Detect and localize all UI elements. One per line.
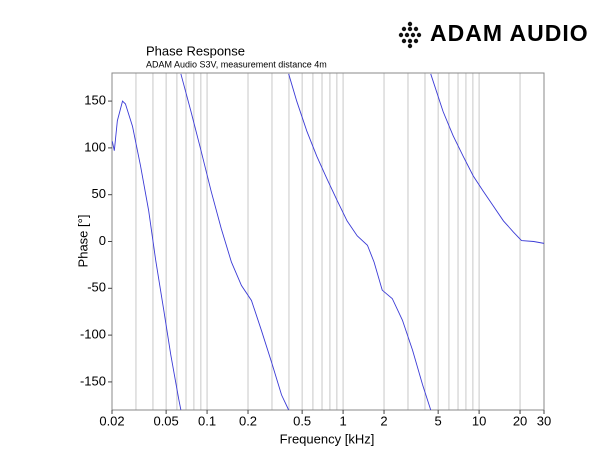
chart-title: Phase Response [146, 43, 245, 58]
y-tick-label: -50 [87, 280, 106, 295]
x-tick-label: 2 [380, 413, 387, 428]
x-tick-label: 0.02 [99, 413, 124, 428]
x-tick-label: 0.5 [293, 413, 311, 428]
y-tick-label: -100 [80, 327, 106, 342]
y-tick-label: -150 [80, 373, 106, 388]
y-axis-label: Phase [°] [75, 215, 90, 268]
x-axis-label: Frequency [kHz] [280, 431, 375, 446]
x-tick-label: 30 [537, 413, 551, 428]
x-tick-label: 1 [339, 413, 346, 428]
phase-line [111, 73, 545, 411]
y-tick-label: 0 [99, 233, 106, 248]
x-tick-label: 0.2 [239, 413, 257, 428]
logo: ADAM AUDIO [430, 20, 589, 46]
x-tick-label: 0.05 [153, 413, 178, 428]
y-tick-label: 100 [84, 139, 106, 154]
x-tick-label: 0.1 [198, 413, 216, 428]
x-tick-label: 10 [472, 413, 486, 428]
x-tick-label: 20 [513, 413, 527, 428]
logo-icon [398, 21, 422, 49]
chart-subtitle: ADAM Audio S3V, measurement distance 4m [146, 59, 327, 69]
y-tick-label: 50 [92, 186, 106, 201]
y-tick-label: 150 [84, 93, 106, 108]
x-tick-label: 5 [435, 413, 442, 428]
